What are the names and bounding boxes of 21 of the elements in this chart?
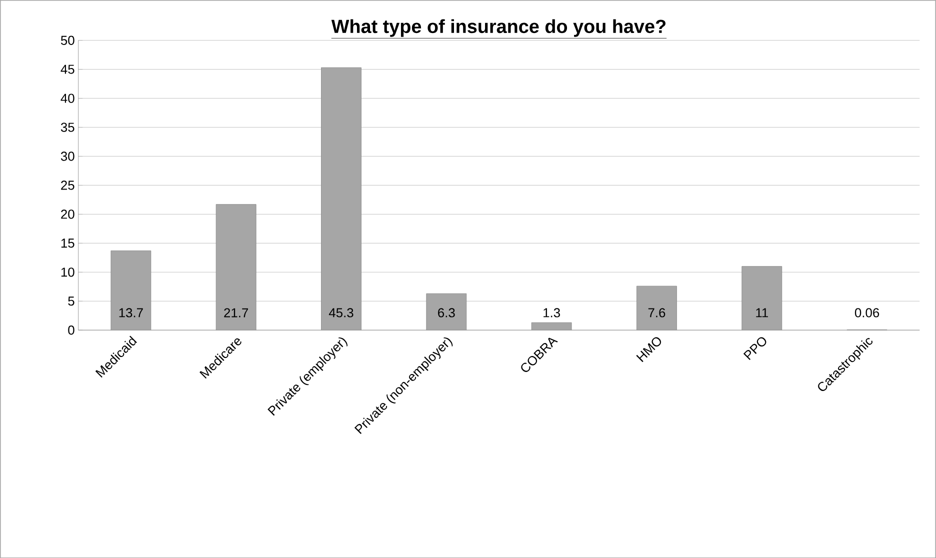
y-tick-label: 5 bbox=[68, 296, 74, 306]
y-tick-label: 0 bbox=[68, 325, 74, 335]
y-tick-label: 40 bbox=[60, 94, 74, 103]
y-tick-label: 10 bbox=[61, 267, 74, 277]
data-label: 11 bbox=[756, 308, 768, 318]
chart-title: What type of insurance do you have? bbox=[331, 19, 666, 37]
data-label: 0.06 bbox=[854, 308, 880, 318]
data-label: 1.3 bbox=[544, 308, 560, 318]
data-label: 45.3 bbox=[328, 308, 354, 318]
y-tick-label: 50 bbox=[60, 36, 74, 45]
data-label: 13.7 bbox=[119, 308, 143, 318]
y-tick-label: 25 bbox=[61, 180, 74, 190]
data-label: 7.6 bbox=[648, 308, 666, 318]
y-tick-label: 30 bbox=[60, 152, 74, 161]
data-label: 6.3 bbox=[438, 308, 455, 318]
y-tick-label: 20 bbox=[61, 209, 74, 219]
bar bbox=[532, 322, 572, 330]
y-tick-label: 45 bbox=[60, 64, 74, 74]
y-tick-label: 35 bbox=[60, 122, 74, 132]
y-tick-label: 15 bbox=[61, 238, 74, 248]
data-label: 21.7 bbox=[224, 308, 248, 318]
